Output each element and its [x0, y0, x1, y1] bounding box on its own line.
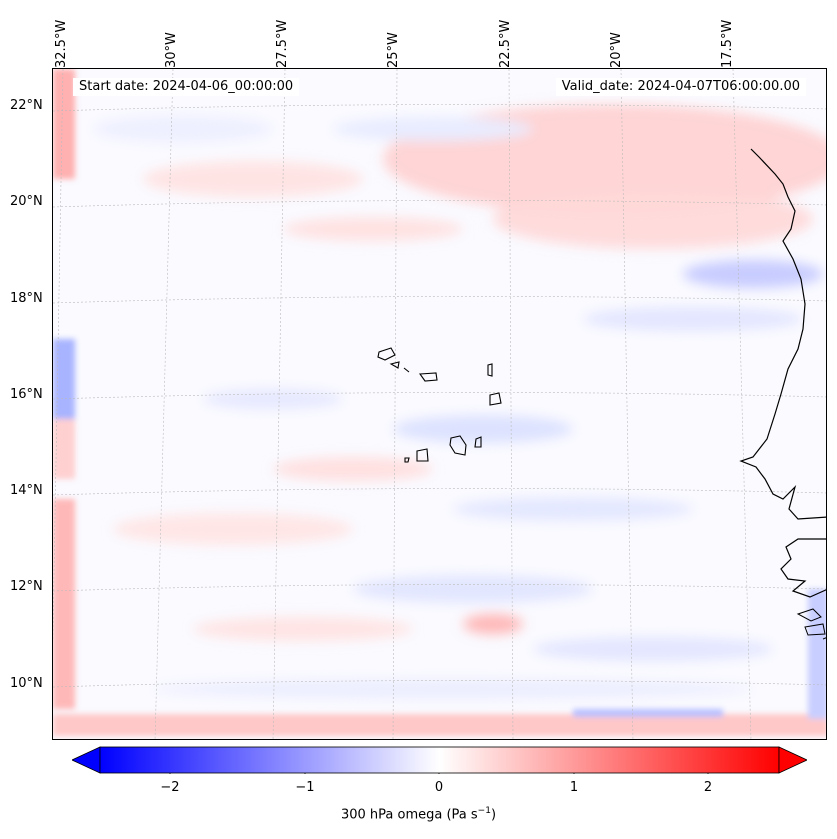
colorbar-tick-2: 2	[703, 780, 713, 795]
colorbar-tick-0: 0	[434, 780, 444, 795]
sao-nicolau-island	[418, 372, 438, 382]
colorbar-title: 300 hPa omega (Pa s−1)	[340, 806, 497, 823]
valid-date-label: Valid_date: 2024-04-07T06:00:00.00	[555, 78, 806, 96]
cape-verde-islands	[377, 347, 502, 463]
lat-label-18N: 18°N	[10, 291, 43, 306]
lon-label-30W: 30°W	[164, 32, 179, 68]
santo-antao-island	[377, 347, 396, 361]
sal-island	[487, 363, 493, 377]
lat-label-16N: 16°N	[10, 387, 43, 402]
colorbar-tick-neg1: −1	[295, 780, 315, 795]
colorbar-tick-neg2: −2	[160, 780, 180, 795]
brava-island	[404, 457, 410, 463]
boa-vista-island	[489, 392, 502, 406]
sao-vicente-island	[389, 361, 400, 369]
lat-label-14N: 14°N	[10, 483, 43, 498]
santa-luzia-island	[403, 367, 410, 373]
lat-label-20N: 20°N	[10, 194, 43, 209]
africa-coastline	[739, 148, 826, 520]
lon-label-17.5W: 17.5°W	[720, 19, 735, 68]
colorbar-tick-1: 1	[569, 780, 579, 795]
start-date-label: Start date: 2024-04-06_00:00:00	[73, 78, 300, 96]
colorbar-gradient	[99, 746, 780, 774]
graticule-lines	[53, 69, 826, 739]
lat-label-10N: 10°N	[10, 676, 43, 691]
colorbar-min-extend	[71, 746, 101, 774]
africa-coastline-south	[780, 538, 826, 598]
bijagos-islands	[796, 608, 826, 640]
map-panel[interactable]: Start date: 2024-04-06_00:00:00 Valid_da…	[52, 68, 827, 740]
colorbar	[71, 746, 808, 777]
fogo-island	[416, 448, 429, 462]
omega-field-map	[53, 69, 826, 739]
lon-label-27.5W: 27.5°W	[275, 19, 290, 68]
lat-label-22N: 22°N	[10, 98, 43, 113]
lat-label-12N: 12°N	[10, 579, 43, 594]
santiago-island	[449, 435, 467, 456]
omega-anomaly-patches	[93, 104, 826, 699]
maio-island	[474, 436, 482, 448]
lon-label-20W: 20°W	[609, 32, 624, 68]
lon-label-25W: 25°W	[386, 32, 401, 68]
lon-label-22.5W: 22.5°W	[498, 19, 513, 68]
colorbar-max-extend	[778, 746, 808, 774]
colorbar-graphic	[71, 746, 808, 777]
lon-label-32.5W: 32.5°W	[54, 19, 69, 68]
